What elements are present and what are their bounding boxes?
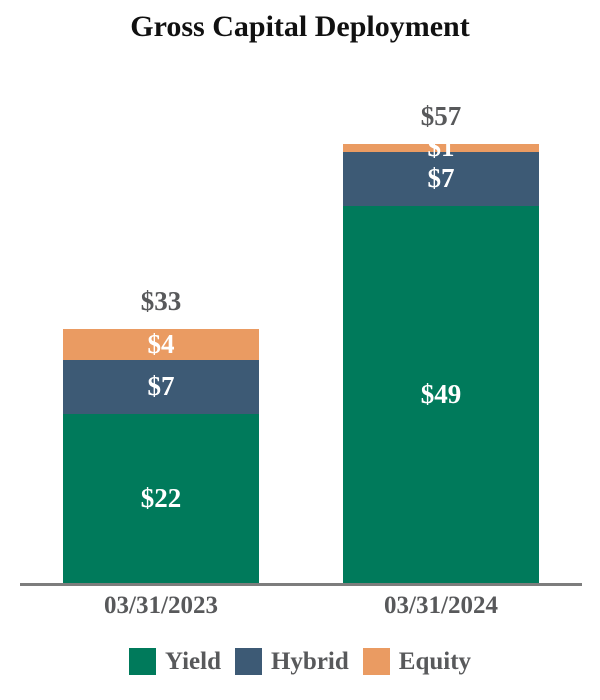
x-axis-label: 03/31/2023 <box>104 592 218 619</box>
segment-value-label: $7 <box>147 371 175 402</box>
stacked-bar: $4 $7 $22 <box>63 328 259 583</box>
bar-column-2023: $33 $4 $7 $22 03/31/2023 <box>63 0 259 700</box>
bar-column-2024: $57 $1 $7 $49 03/31/2024 <box>343 0 539 700</box>
legend-item-equity: Equity <box>362 648 472 675</box>
bar-segment-equity: $4 <box>63 328 259 360</box>
x-axis-label: 03/31/2024 <box>384 592 498 619</box>
segment-value-label: $7 <box>427 163 455 194</box>
legend-swatch-yield <box>128 648 156 675</box>
legend-item-yield: Yield <box>128 648 221 675</box>
bar-group: $57 $1 $7 $49 <box>343 103 539 583</box>
bar-group: $33 $4 $7 $22 <box>63 285 259 583</box>
segment-value-label: $4 <box>147 328 175 359</box>
legend-label: Equity <box>398 648 472 675</box>
bar-total-label: $57 <box>420 101 462 132</box>
bar-segment-hybrid: $7 <box>63 359 259 414</box>
legend-swatch-hybrid <box>234 648 262 675</box>
chart-title: Gross Capital Deployment <box>130 10 470 43</box>
bar-segment-yield: $22 <box>63 413 259 583</box>
segment-value-label: $49 <box>420 378 462 409</box>
legend-label: Yield <box>164 648 221 675</box>
stacked-bar: $1 $7 $49 <box>343 144 539 583</box>
legend: Yield Hybrid Equity <box>0 648 600 675</box>
bar-total-label: $33 <box>140 285 182 316</box>
segment-value-label: $22 <box>140 482 182 513</box>
bar-segment-hybrid: $7 <box>343 151 539 206</box>
bar-segment-yield: $49 <box>343 205 539 583</box>
bar-segment-equity: $1 <box>343 144 539 161</box>
legend-label: Hybrid <box>270 648 349 675</box>
x-axis-line <box>20 583 582 586</box>
segment-value-label: $1 <box>427 144 455 163</box>
legend-swatch-equity <box>362 648 390 675</box>
legend-item-hybrid: Hybrid <box>234 648 349 675</box>
